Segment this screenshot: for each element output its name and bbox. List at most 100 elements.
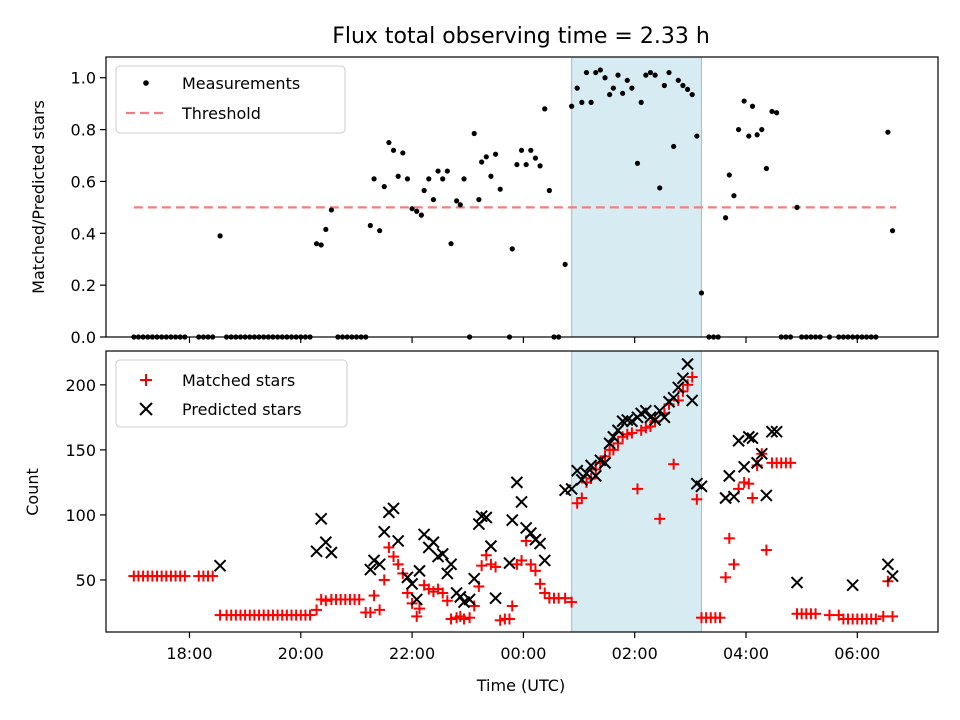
legend-predicted-marker — [139, 402, 153, 416]
measurement-point — [476, 196, 482, 203]
measurement-point — [624, 77, 630, 83]
predicted-star-point — [727, 490, 741, 503]
measurement-point — [583, 69, 590, 76]
predicted-star-point — [378, 525, 391, 539]
predicted-star-point — [611, 424, 625, 437]
measurement-point — [390, 147, 397, 153]
y-tick-label: 0.2 — [71, 276, 96, 295]
predicted-star-point — [607, 430, 620, 444]
measurement-point — [537, 163, 543, 169]
measurement-point — [694, 133, 700, 139]
predicted-star-point — [405, 577, 419, 591]
predicted-star-point — [625, 415, 639, 428]
top-y-ticks: 0.0 0.2 0.4 0.6 0.8 1.0 — [71, 69, 106, 347]
predicted-star-point — [760, 489, 773, 502]
predicted-star-point — [737, 460, 751, 473]
matched-star-point — [559, 592, 571, 604]
measurement-point — [492, 151, 499, 157]
measurement-point — [610, 85, 616, 91]
y-tick-label: 0.8 — [71, 121, 96, 140]
measurement-point — [726, 172, 732, 178]
matched-star-point — [311, 604, 323, 616]
measurement-point — [759, 126, 765, 133]
measurement-point — [448, 241, 454, 247]
matched-star-point — [760, 544, 772, 556]
predicted-star-point — [575, 473, 589, 486]
y-tick-label: 0.6 — [71, 172, 96, 191]
measurement-point — [652, 72, 658, 78]
predicted-star-point — [886, 569, 899, 583]
x-tick-label: 02:00 — [612, 644, 658, 663]
predicted-star-point — [417, 528, 431, 541]
matched-star-point — [506, 600, 518, 612]
matched-star-point — [476, 560, 488, 572]
x-tick-label: 00:00 — [500, 644, 546, 663]
y-tick-label: 1.0 — [71, 69, 96, 88]
measurement-point — [217, 233, 223, 239]
measurement-point — [418, 212, 424, 218]
predicted-star-point — [603, 437, 616, 450]
predicted-star-point — [387, 502, 400, 515]
predicted-star-point — [589, 469, 602, 483]
predicted-star-point — [770, 425, 783, 438]
matched-star-point — [870, 613, 882, 625]
predicted-star-point — [510, 476, 524, 489]
predicted-star-point — [325, 546, 338, 559]
matched-star-point — [691, 493, 703, 505]
measurement-point — [440, 176, 446, 182]
predicted-star-point — [580, 467, 593, 480]
measurement-point — [643, 72, 649, 78]
measurement-point — [400, 150, 406, 156]
predicted-star-point — [436, 547, 449, 561]
measurement-point — [620, 90, 626, 96]
measurement-point — [769, 108, 775, 115]
predicted-star-point — [765, 425, 779, 438]
legend-predicted-label: Predicted stars — [182, 400, 302, 419]
measurement-point — [574, 85, 580, 91]
predicted-star-point — [489, 591, 502, 605]
matched-star-point — [503, 613, 515, 625]
measurement-point — [634, 160, 641, 166]
predicted-star-point — [538, 554, 551, 567]
predicted-star-point — [364, 563, 377, 576]
matched-star-point — [626, 427, 638, 439]
top-axes-frame — [105, 56, 939, 338]
predicted-star-point — [444, 558, 458, 571]
matched-star-point — [728, 558, 740, 570]
predicted-star-point — [524, 526, 538, 540]
predicted-star-point — [667, 391, 680, 405]
matched-star-point — [207, 570, 219, 582]
y-tick-label: 200 — [65, 376, 96, 395]
matched-star-point — [612, 437, 624, 449]
top-legend: Measurements Threshold — [115, 65, 346, 134]
predicted-star-point — [695, 480, 708, 493]
measurement-point — [381, 184, 387, 190]
legend-measurement-marker — [143, 80, 149, 86]
measurement-point — [457, 202, 463, 208]
bottom-legend-box — [115, 359, 348, 428]
matched-star-point — [468, 600, 480, 612]
bottom-y-axis-label: Count — [23, 468, 42, 516]
matched-star-point — [437, 587, 449, 599]
predicted-star-point — [881, 558, 895, 571]
measurement-point — [444, 168, 450, 174]
predicted-star-point — [746, 431, 759, 445]
measurement-point — [741, 98, 747, 104]
matched-star-point — [353, 593, 365, 605]
matched-star-point — [490, 561, 502, 573]
measurement-point — [661, 82, 667, 89]
y-tick-label: 0.0 — [71, 328, 96, 347]
matched-star-point — [374, 604, 386, 616]
measurement-point — [367, 222, 373, 229]
measurement-point — [386, 139, 392, 146]
matched-star-point — [304, 609, 316, 621]
measurement-point — [488, 173, 494, 179]
measurement-point — [454, 198, 460, 204]
measurement-point — [562, 261, 568, 268]
legend-threshold-label: Threshold — [181, 104, 261, 123]
matched-star-point — [785, 457, 797, 469]
predicted-star-point — [750, 456, 764, 470]
predicted-star-point — [648, 413, 662, 427]
top-legend-box — [115, 65, 346, 134]
measurement-point — [749, 103, 756, 109]
